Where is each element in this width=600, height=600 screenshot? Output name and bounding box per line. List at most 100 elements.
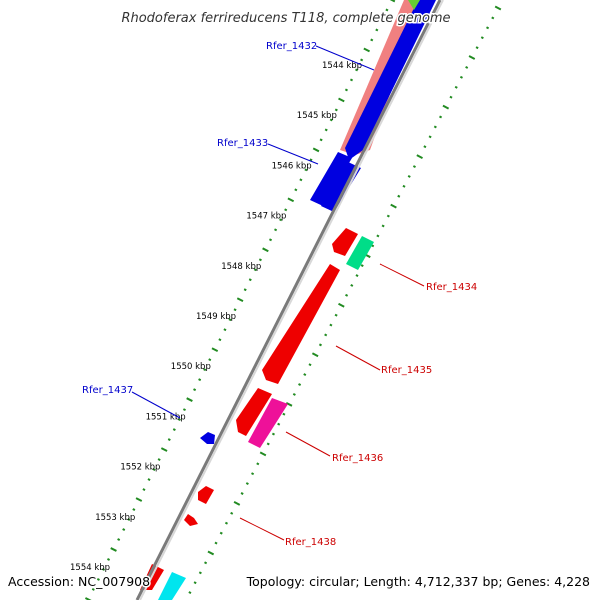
gene-label-rfer-1435[interactable]: Rfer_1435 — [381, 365, 432, 376]
gene-rfer-1432-reverse-bar[interactable] — [345, 0, 436, 160]
inner-tick-minor — [397, 194, 401, 198]
gene-rfer-1434-red[interactable] — [332, 228, 358, 256]
outer-tick-minor — [172, 428, 176, 432]
outer-tick-minor — [91, 588, 95, 591]
inner-tick-minor — [407, 174, 411, 178]
accession-text: Accession: NC_007908 — [8, 574, 150, 589]
leader-rfer-1432 — [315, 45, 375, 71]
outer-tick-minor — [228, 318, 232, 322]
inner-tick-minor — [449, 95, 453, 99]
inner-tick-minor — [381, 224, 385, 228]
inner-tick-major — [338, 302, 345, 308]
inner-tick-major — [207, 550, 215, 556]
outer-tick-line — [84, 0, 396, 600]
inner-tick-minor — [350, 283, 354, 287]
outer-tick-minor — [268, 238, 273, 242]
inner-tick-minor — [251, 472, 255, 476]
outer-tick-minor — [117, 538, 121, 541]
outer-tick-minor — [360, 58, 364, 62]
tick-label: 1544 kbp — [322, 61, 362, 71]
inner-tick-minor — [308, 363, 312, 367]
tick-label: 1547 kbp — [246, 212, 286, 222]
outer-tick-minor — [142, 488, 146, 491]
tick-labels: 1544 kbp 1545 kbp 1546 kbp 1547 kbp 1548 kbp… — [70, 61, 362, 573]
inner-tick-minor — [230, 511, 234, 515]
outer-tick-minor — [157, 458, 161, 462]
inner-tick-major — [311, 352, 319, 358]
gene-label-rfer-1434[interactable]: Rfer_1434 — [426, 282, 477, 293]
gene-rfer-1436-red[interactable] — [236, 388, 272, 436]
outer-tick-minor — [349, 78, 354, 82]
leader-rfer-1434 — [379, 263, 425, 287]
inner-tick-major — [442, 104, 450, 110]
outer-tick-minor — [324, 128, 328, 132]
outer-tick-major — [135, 497, 143, 502]
outer-tick-minor — [147, 478, 151, 481]
outer-tick-minor — [182, 408, 186, 412]
inner-tick-minor — [188, 591, 192, 595]
inner-tick-minor — [423, 145, 427, 149]
outer-tick-minor — [203, 368, 207, 372]
outer-tick-minor — [198, 378, 202, 382]
outer-tick-minor — [279, 218, 283, 222]
inner-tick-minor — [318, 343, 322, 347]
inner-tick-minor — [345, 293, 349, 297]
topology-summary-text: Topology: circular; Length: 4,712,337 bp… — [246, 574, 590, 589]
inner-tick-minor — [402, 184, 406, 188]
tick-label: 1552 kbp — [120, 463, 160, 473]
outer-tick-minor — [127, 518, 131, 521]
gene-label-rfer-1437[interactable]: Rfer_1437 — [82, 385, 133, 396]
gene-rfer-1438-a[interactable] — [198, 486, 214, 504]
outer-tick-minor — [329, 118, 333, 122]
outer-tick-minor — [96, 578, 100, 581]
inner-tick-minor — [376, 234, 380, 238]
tick-label: 1551 kbp — [146, 412, 186, 422]
gene-bottom-cyan[interactable] — [158, 572, 186, 600]
gene-rfer-1435-bar[interactable] — [262, 264, 340, 384]
gene-label-rfer-1433[interactable]: Rfer_1433 — [217, 138, 268, 149]
inner-tick-minor — [198, 571, 202, 575]
leader-rfer-1436 — [285, 431, 331, 457]
outer-tick-minor — [334, 108, 338, 112]
gene-rfer-1436-pink[interactable] — [248, 398, 288, 448]
outer-tick-major — [363, 47, 370, 53]
gene-rfer-1433-forward-bar[interactable] — [310, 152, 352, 206]
outer-tick-minor — [101, 568, 105, 571]
inner-tick-major — [416, 154, 423, 159]
outer-tick-minor — [344, 88, 348, 92]
inner-tick-minor — [266, 442, 270, 446]
gene-label-rfer-1432[interactable]: Rfer_1432 — [266, 41, 317, 52]
inner-tick-minor — [256, 462, 260, 466]
inner-tick-minor — [292, 392, 296, 396]
outer-tick-minor — [218, 338, 222, 342]
gene-top-green[interactable] — [408, 0, 420, 10]
outer-tick-major — [84, 597, 92, 600]
outer-tick-minor — [309, 158, 313, 162]
outer-tick-minor — [380, 18, 384, 22]
gene-label-rfer-1436[interactable]: Rfer_1436 — [332, 453, 383, 464]
inner-tick-minor — [204, 561, 208, 565]
outer-tick-minor — [274, 228, 278, 232]
outer-tick-major — [236, 297, 244, 303]
gene-features — [140, 0, 436, 600]
gene-label-rfer-1438[interactable]: Rfer_1438 — [285, 537, 336, 548]
outer-tick-minor — [208, 358, 212, 362]
outer-tick-major — [186, 397, 193, 402]
inner-tick-major — [468, 55, 476, 60]
inner-tick-minor — [355, 274, 359, 277]
inner-tick-line — [188, 5, 502, 595]
gene-rfer-1437-bar[interactable] — [200, 432, 215, 444]
inner-tick-minor — [240, 492, 244, 495]
leader-rfer-1438 — [239, 517, 285, 541]
outer-tick-major — [389, 0, 396, 3]
outer-tick-minor — [152, 468, 156, 472]
inner-tick-major — [390, 203, 397, 209]
gene-rfer-1434-green[interactable] — [346, 236, 374, 270]
outer-tick-minor — [223, 328, 227, 332]
inner-tick-major — [233, 501, 241, 506]
outer-tick-minor — [258, 258, 262, 262]
inner-tick-major — [494, 5, 502, 11]
gene-rfer-1438-b[interactable] — [184, 514, 198, 526]
outer-tick-major — [312, 147, 320, 153]
